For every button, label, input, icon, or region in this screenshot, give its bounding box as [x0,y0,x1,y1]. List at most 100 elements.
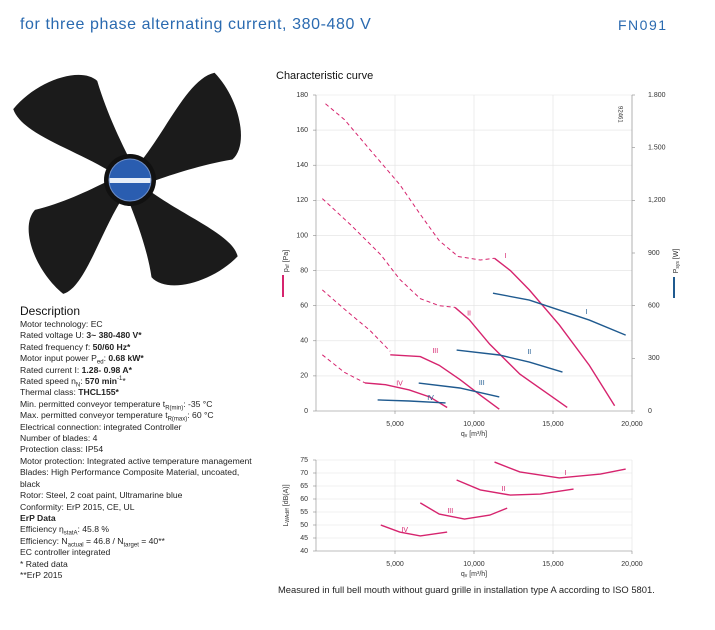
curve [492,292,626,336]
spec-text: Rated frequency f: [20,341,93,352]
spec-text: * Rated data [20,558,68,569]
y-tick-label: 160 [296,127,308,134]
spec-line: Rated current I: 1.28- 0.98 A* [20,365,255,376]
spec-text: = 46.8 / N [83,535,124,546]
spec-line: Motor technology: EC [20,319,255,330]
curve [418,382,500,398]
spec-text: Motor input power P [20,353,97,364]
description-title: Description [20,304,81,318]
spec-text: R(min) [165,405,184,412]
spec-text: : 45.8 % [77,524,110,535]
y-tick-label: 40 [300,548,308,555]
curve-label: I [585,309,587,316]
spec-text: N [75,382,81,389]
spec-text: : -35 °C [183,398,213,409]
spec-text: Conformity: ErP 2015, CE, UL [20,501,135,512]
axis-label: Psys [W] [673,249,681,274]
curve-label: II [501,486,505,493]
curve [390,354,500,410]
spec-text: Blades: High Performance Composite Mater… [20,467,240,489]
axis-label-part: sys [675,261,681,269]
spec-text: : [103,353,109,364]
spec-text: Efficiency η [20,524,64,535]
y-tick-label: 60 [300,496,308,503]
spec-text: -1 [117,376,123,383]
spec-text: **ErP 2015 [20,569,63,580]
spec-line: Efficiency: Nactual = 46.8 / Ntarget = 4… [20,535,255,549]
spec-text: 1.28- 0.98 A* [81,364,132,375]
spec-text: 0.68 kW* [108,353,144,364]
spec-text: Motor technology: EC [20,319,103,329]
spec-line: **ErP 2015 [20,570,255,581]
curve-label: II [527,349,531,356]
spec-line: Electrical connection: integrated Contro… [20,422,255,433]
curve-label: III [479,380,485,387]
curve-label: I [564,470,566,477]
spec-text: = 40** [138,535,165,546]
subtitle: for three phase alternating current, 380… [20,16,372,33]
spec-line: Rotor: Steel, 2 coat paint, Ultramarine … [20,490,255,501]
spec-line: * Rated data [20,559,255,570]
spec-line: Conformity: ErP 2015, CE, UL [20,502,255,513]
spec-text: Rated voltage U: [20,330,87,341]
spec-line: Max. permitted conveyor temperature tR(m… [20,410,255,423]
spec-line: Blades: High Performance Composite Mater… [20,467,255,490]
spec-text: ErP Data [20,512,56,523]
axis-label-part: WAdiff [285,508,291,523]
y2-tick-label: 1,200 [648,197,666,204]
axis-label-part: L [283,523,290,527]
spec-text: Rated current I: [20,364,82,375]
curve [377,399,446,404]
y2-tick-label: 1.500 [648,145,666,152]
spec-text: Thermal class: [20,387,79,398]
curve [321,289,391,352]
axis-label-part: p [283,268,290,272]
power-key [673,277,675,298]
y-tick-label: 50 [300,522,308,529]
spec-text: Number of blades: 4 [20,433,98,444]
y-tick-label: 60 [300,303,308,310]
y-tick-label: 100 [296,232,308,239]
spec-text: 3~ 380-480 V* [86,330,142,341]
curve-label: I [505,253,507,260]
x-tick-label: 15,000 [542,561,564,568]
spec-line: Min. permitted conveyor temperature tR(m… [20,398,255,412]
y-tick-label: 45 [300,535,308,542]
spec-line: Rated frequency f: 50/60 Hz* [20,342,255,353]
spec-text: 570 min [85,376,118,387]
fan-image [13,72,241,294]
spec-text: Motor protection: Integrated active temp… [20,455,252,466]
curve-label: III [432,348,438,355]
x-tick-label: 5,000 [386,421,404,428]
chart-title: Characteristic curve [276,70,373,82]
y-tick-label: 20 [300,373,308,380]
y-tick-label: 65 [300,483,308,490]
x-tick-label: 20,000 [621,561,643,568]
axis-label-part: [m³/h] [467,571,487,578]
axis-label-part: sf [285,264,291,269]
spec-text: * [122,376,126,387]
y2-tick-label: 0 [648,408,652,415]
spec-text: THCL155* [78,387,119,398]
y-tick-label: 120 [296,197,308,204]
drawing-number: 92461 [616,106,622,123]
spec-line: Motor input power Ped: 0.68 kW* [20,353,255,366]
curve [494,257,616,407]
axis-label-part: [W] [673,249,680,261]
curve [494,461,626,479]
y2-tick-label: 900 [648,250,660,257]
spec-text: 50/60 Hz* [92,341,131,352]
spec-list: Motor technology: EC Rated voltage U: 3~ … [20,319,255,581]
axis-label: qv [m³/h] [461,571,487,579]
curve [380,524,448,537]
y-tick-label: 0 [304,408,308,415]
spec-text: Rated speed n [20,376,76,387]
axis-label: qv [m³/h] [461,431,487,439]
spec-text: EC controller integrated [20,547,111,558]
curve [456,349,563,373]
x-tick-label: 5,000 [386,561,404,568]
axis-label-part: [m³/h] [467,431,487,438]
y-tick-label: 180 [296,92,308,99]
spec-line: Protection class: IP54 [20,444,255,455]
x-tick-label: 15,000 [542,421,564,428]
